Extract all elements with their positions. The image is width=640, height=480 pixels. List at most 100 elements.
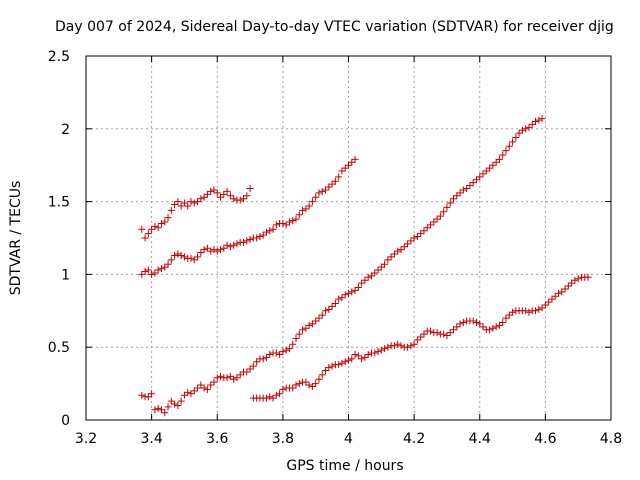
data-point [486,164,494,172]
data-point [315,314,323,322]
data-point [479,323,487,331]
data-point [289,384,297,392]
y-tick-labels: 0 0.5 1 1.5 2 2.5 [48,49,70,429]
data-point [167,256,175,264]
data-point [512,134,520,142]
data-point [141,234,149,242]
data-point [259,231,267,239]
data-point [394,340,402,348]
y-tick-label: 2 [61,122,70,138]
data-point [472,318,480,326]
data-point [351,350,359,358]
data-point [305,321,313,329]
data-point [446,329,454,337]
data-point [361,276,369,284]
data-point [312,380,320,388]
data-point [308,320,316,328]
data-point [226,243,234,251]
data-point [161,218,169,226]
data-point [413,233,421,241]
data-point [171,251,179,259]
data-point [203,244,211,252]
data-point [243,368,251,376]
data-point [217,372,225,380]
data-point [525,123,533,131]
data-point [328,180,336,188]
data-point [555,289,562,297]
data-point [184,388,192,396]
data-point [417,230,425,238]
data-point [390,342,398,350]
data-point [246,184,254,192]
data-point [433,329,441,337]
data-point [233,240,241,248]
data-point [312,193,320,201]
data-point [325,183,333,191]
data-point [453,323,461,331]
y-tick-label: 0 [61,413,70,429]
data-point [499,151,507,159]
x-tick-label: 3.6 [206,431,228,447]
data-point [167,206,175,214]
data-point [472,176,480,184]
data-point [486,326,494,334]
data-point [400,243,408,251]
data-point [571,276,579,284]
data-point [262,353,270,361]
data-point [164,403,172,411]
data-point [259,355,267,363]
series-4 [249,273,592,402]
data-point [584,273,592,281]
data-point [351,286,359,294]
data-point [256,233,264,241]
data-point [167,397,175,405]
data-point [476,320,484,328]
data-point [187,198,195,206]
data-point [154,266,162,274]
data-point [302,324,310,332]
data-point [322,366,330,374]
data-point [200,246,208,254]
data-point [322,186,330,194]
data-point [276,390,284,398]
data-point [305,381,313,389]
data-point [469,317,477,325]
data-point [200,384,208,392]
data-point [358,355,366,363]
data-point [210,246,218,254]
data-point [213,189,221,197]
axis-ticks [85,55,612,421]
data-point [538,115,546,123]
data-point [213,374,221,382]
data-point [190,256,198,264]
data-point [138,391,146,399]
data-point [292,334,300,342]
data-point [210,378,218,386]
data-point [325,364,333,372]
data-point [272,391,280,399]
data-point [272,221,280,229]
data-point [210,186,218,194]
data-point [322,307,330,315]
data-point [335,361,343,369]
data-point [194,253,202,261]
data-point [354,284,362,292]
data-point [443,332,451,340]
data-point [180,199,188,207]
data-point [171,201,179,209]
data-point [469,179,477,187]
data-point [390,250,398,258]
data-point [276,350,284,358]
data-point [174,401,182,409]
data-point [440,208,448,216]
x-tick-label: 4 [344,431,353,447]
data-point [295,380,303,388]
data-point [364,273,372,281]
data-point [315,189,323,197]
data-point [144,230,152,238]
data-point [308,383,316,391]
data-point [377,346,385,354]
data-point [243,237,251,245]
y-tick-label: 0.5 [48,340,70,356]
data-point [361,353,369,361]
